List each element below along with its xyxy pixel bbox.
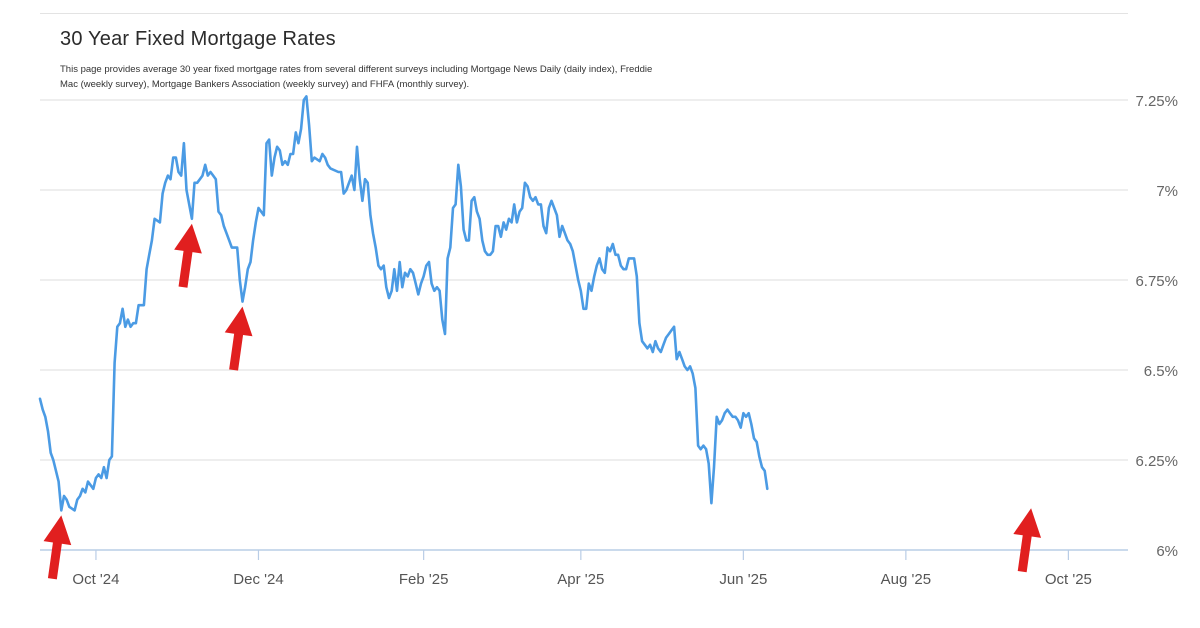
y-tick-label: 6%: [1156, 543, 1178, 560]
red-arrow-icon: [1013, 508, 1042, 573]
x-tick-label: Jun '25: [719, 571, 767, 588]
y-tick-label: 7%: [1156, 183, 1178, 200]
x-tick-label: Feb '25: [399, 571, 449, 588]
y-tick-label: 6.5%: [1144, 363, 1178, 380]
y-tick-label: 7.25%: [1135, 93, 1178, 110]
x-tick-label: Oct '25: [1045, 571, 1092, 588]
x-tick-label: Apr '25: [557, 571, 604, 588]
red-arrow-icon: [43, 515, 72, 580]
grid-lines: [40, 99, 1128, 560]
y-tick-label: 6.75%: [1135, 273, 1178, 290]
series-lines: [38, 95, 769, 512]
x-tick-label: Dec '24: [233, 571, 283, 588]
y-tick-label: 6.25%: [1135, 453, 1178, 470]
series-line: [38, 95, 769, 512]
red-arrow-icon: [224, 306, 253, 371]
x-tick-label: Oct '24: [72, 571, 119, 588]
red-arrow-icon: [174, 223, 202, 288]
x-tick-label: Aug '25: [881, 571, 931, 588]
tick-labels: 6% 6.25% 6.5% 6.75% 7% 7.25% Oct '24 Dec '24 Feb…: [72, 93, 1178, 588]
page-description: This page provides average 30 year fixed…: [60, 64, 653, 90]
top-divider: [40, 13, 1128, 14]
page-title: 30 Year Fixed Mortgage Rates: [60, 28, 336, 50]
annotation-arrows: [43, 223, 1042, 580]
